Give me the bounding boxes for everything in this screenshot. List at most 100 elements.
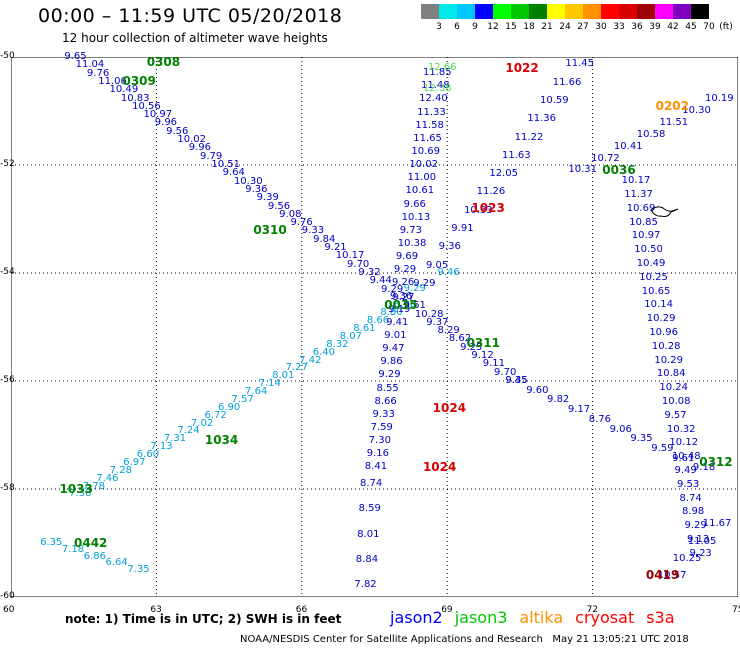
wave-height-value: 9.46 [437,267,460,278]
wave-height-value: 9.49 [674,465,697,476]
wave-height-value: 11.37 [624,189,653,200]
wave-height-value: 11.48 [421,80,450,92]
wave-height-value: 10.28 [651,340,681,352]
wave-height-value: 10.83 [120,92,150,104]
wave-height-value: 10.85 [629,216,658,228]
wave-height-value: 11.51 [659,116,689,128]
wave-height-value: 9.66 [403,198,426,210]
wave-height-value: 8.80 [380,307,403,319]
wave-height-value: 10.17 [335,250,365,262]
map-title: 00:00 – 11:59 UTC 05/20/2018 [38,5,343,27]
wave-height-value: 10.31 [568,164,597,176]
wave-height-value: 10.96 [649,327,678,338]
colorbar-label: 27 [577,22,589,32]
pass-time-label: 0311 [466,336,500,351]
wave-height-value: 9.65 [64,51,87,62]
colorbar-label: 33 [613,22,625,32]
colorbar-label: 42 [667,22,679,32]
wave-height-value: 9.29 [380,283,404,295]
satellite-cryosat: cryosat [575,608,635,627]
wave-height-value: 9.44 [369,275,392,287]
wave-height-value: 10.97 [631,230,661,242]
y-tick-label: -52 [0,159,15,169]
wave-height-value: 7.57 [231,393,254,405]
wave-height-value: 9.11 [482,358,505,370]
pass-time-label: 0419 [645,568,680,583]
wave-height-value: 10.32 [666,423,696,435]
wave-height-value: 10.08 [661,396,691,407]
x-tick-label: 75 [732,605,740,615]
wave-height-value: 11.33 [417,106,446,118]
wave-height-value: 7.31 [163,433,187,445]
wave-height-value: 9.82 [547,394,570,406]
wave-height-value: 9.69 [395,251,419,263]
wave-height-value: 11.58 [415,119,444,131]
y-tick-label: -54 [0,267,15,277]
wave-height-value: 10.13 [401,211,431,223]
colorbar-label: 6 [454,22,460,32]
credit-footer: NOAA/NESDIS Center for Satellite Applica… [240,634,689,645]
wave-height-value: 10.57 [657,569,687,581]
wave-height-value: 10.41 [613,140,643,152]
wave-height-value: 7.27 [285,362,308,374]
pass-time-label: 1024 [432,401,467,415]
wave-height-value: 8.90 [393,299,417,311]
y-tick-label: -50 [0,51,15,61]
colorbar-label: 24 [559,22,571,32]
x-tick-label: 63 [150,605,162,615]
wave-height-value: 10.48 [671,451,701,463]
colorbar-label: 15 [505,22,517,32]
wave-height-value: 7.30 [69,488,92,500]
wave-height-value: 9.26 [391,277,415,289]
colorbar-swatch [475,4,494,19]
wave-height-value: 10.02 [177,134,207,146]
wave-height-value: 6.97 [123,456,146,468]
wave-height-value: 8.01 [272,370,295,382]
colorbar-swatch [493,4,512,19]
wave-height-value: 11.04 [75,59,105,71]
colorbar-swatch [529,4,548,19]
wave-height-value: 11.67 [702,518,732,530]
satellite-s3a: s3a [646,608,675,627]
wave-height-value: 8.66 [374,395,397,407]
wave-height-value: 9.86 [380,356,403,368]
wave-height-value: 10.49 [109,84,139,96]
wave-height-value: 11.45 [565,58,595,70]
wave-height-value: 11.06 [98,75,127,87]
wave-height-value: 8.41 [364,461,388,473]
wave-height-value: 11.00 [407,172,437,184]
y-tick-label: -56 [0,375,15,385]
wave-height-value: 12.05 [489,168,518,180]
wave-height-value: 9.61 [403,300,426,312]
wave-height-value: 9.29 [403,283,426,295]
wave-height-value: 10.50 [634,244,663,256]
colorbar-swatch [637,4,656,19]
wave-height-value: 9.05 [425,259,449,271]
wave-height-value: 11.65 [413,132,442,144]
wave-height-value: 11.36 [527,113,556,125]
wave-height-value: 9.96 [154,117,178,129]
colorbar-label: 12 [487,22,499,32]
colorbar-swatch [655,4,674,19]
wave-height-value: 8.76 [588,413,611,425]
units-note: note: 1) Time is in UTC; 2) SWH is in fe… [65,612,342,626]
wave-height-value: 9.25 [460,341,483,353]
wave-height-value: 10.51 [211,159,240,170]
wave-height-value: 8.32 [326,338,349,350]
wave-height-value: 9.79 [200,150,223,162]
wave-height-value: 9.16 [366,448,389,460]
wave-height-value: 9.60 [526,384,549,396]
wave-height-value: 7.78 [82,480,105,492]
satellite-altika: altika [519,608,564,627]
wave-height-value: 10.69 [626,202,656,214]
colorbar-unit: (ft) [719,22,733,32]
wave-height-value: 7.02 [190,417,214,429]
wave-height-value: 9.56 [166,125,189,137]
wave-height-value: 9.32 [358,267,381,278]
colorbar-label: 45 [685,22,697,32]
wave-height-value: 8.62 [448,333,472,345]
wave-height-value: 9.29 [393,264,417,276]
wave-height-value: 9.35 [505,375,528,386]
wave-height-value: 11.05 [687,535,717,547]
